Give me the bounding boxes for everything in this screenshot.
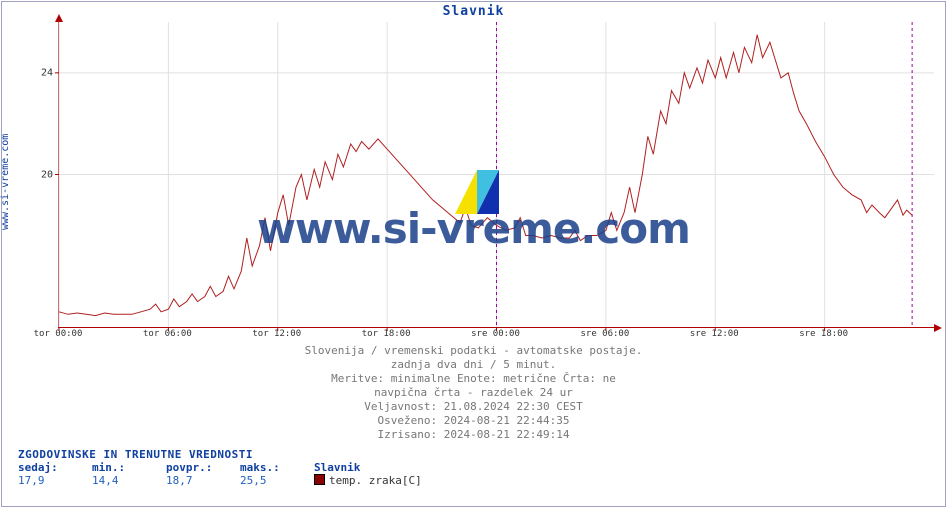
y-tick-label: 20 bbox=[13, 169, 53, 180]
y-tick-label: 24 bbox=[13, 67, 53, 78]
caption-line: Osveženo: 2024-08-21 22:44:35 bbox=[0, 414, 947, 428]
y-axis-label: www.si-vreme.com bbox=[0, 74, 11, 170]
x-tick-label: sre 06:00 bbox=[580, 329, 629, 339]
stat-head-maks: maks.: bbox=[240, 461, 314, 474]
x-axis-arrow-icon bbox=[932, 323, 942, 333]
x-tick-label: tor 18:00 bbox=[362, 329, 411, 339]
stats-value-row: 17,9 14,4 18,7 25,5 temp. zraka[C] bbox=[18, 474, 464, 487]
legend-entry: temp. zraka[C] bbox=[314, 474, 464, 487]
chart-title: Slavnik bbox=[0, 4, 947, 19]
caption-line: Meritve: minimalne Enote: metrične Črta:… bbox=[0, 372, 947, 386]
legend-label: temp. zraka[C] bbox=[329, 474, 422, 487]
stat-val-min: 14,4 bbox=[92, 474, 166, 487]
stat-head-povpr: povpr.: bbox=[166, 461, 240, 474]
x-tick-label: sre 12:00 bbox=[690, 329, 739, 339]
caption-line: Veljavnost: 21.08.2024 22:30 CEST bbox=[0, 400, 947, 414]
stat-head-series: Slavnik bbox=[314, 461, 464, 474]
historical-values: ZGODOVINSKE IN TRENUTNE VREDNOSTI sedaj:… bbox=[18, 448, 464, 487]
x-tick-label: sre 18:00 bbox=[799, 329, 848, 339]
historical-title: ZGODOVINSKE IN TRENUTNE VREDNOSTI bbox=[18, 448, 464, 461]
stat-val-sedaj: 17,9 bbox=[18, 474, 92, 487]
stat-head-min: min.: bbox=[92, 461, 166, 474]
stats-header-row: sedaj: min.: povpr.: maks.: Slavnik bbox=[18, 461, 464, 474]
x-tick-label: tor 06:00 bbox=[143, 329, 192, 339]
x-tick-label: sre 00:00 bbox=[471, 329, 520, 339]
stat-head-sedaj: sedaj: bbox=[18, 461, 92, 474]
caption-line: navpična črta - razdelek 24 ur bbox=[0, 386, 947, 400]
y-axis-arrow-icon bbox=[54, 14, 64, 24]
watermark-logo-icon bbox=[455, 170, 499, 214]
caption-line: zadnja dva dni / 5 minut. bbox=[0, 358, 947, 372]
caption-block: Slovenija / vremenski podatki - avtomats… bbox=[0, 344, 947, 442]
stat-val-povpr: 18,7 bbox=[166, 474, 240, 487]
caption-line: Slovenija / vremenski podatki - avtomats… bbox=[0, 344, 947, 358]
stat-val-maks: 25,5 bbox=[240, 474, 314, 487]
x-tick-label: tor 00:00 bbox=[34, 329, 83, 339]
x-tick-label: tor 12:00 bbox=[252, 329, 301, 339]
legend-swatch-icon bbox=[314, 474, 325, 485]
caption-line: Izrisano: 2024-08-21 22:49:14 bbox=[0, 428, 947, 442]
